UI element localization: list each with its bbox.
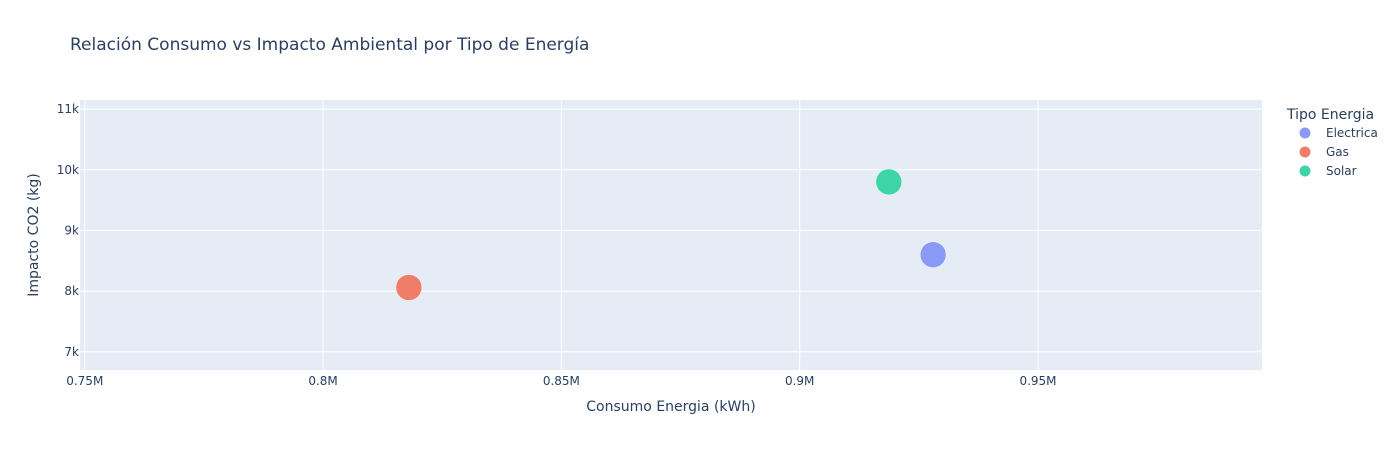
y-axis-ticks: 7k 8k 9k 10k 11k <box>57 102 79 359</box>
data-point-electrica[interactable] <box>919 241 947 268</box>
legend-marker-solar <box>1299 165 1311 177</box>
data-point-solar[interactable] <box>875 168 903 196</box>
x-tick-label: 0.9M <box>785 374 814 388</box>
legend-label-gas: Gas <box>1326 145 1349 159</box>
chart-title: Relación Consumo vs Impacto Ambiental po… <box>70 35 589 55</box>
x-tick-label: 0.75M <box>66 374 103 388</box>
data-points[interactable] <box>395 168 947 301</box>
x-tick-label: 0.85M <box>543 374 580 388</box>
legend-label-electrica: Electrica <box>1326 126 1378 140</box>
gridlines <box>80 100 1262 370</box>
y-tick-label: 7k <box>64 345 79 359</box>
legend-marker-gas <box>1299 146 1311 158</box>
y-tick-label: 10k <box>57 163 79 177</box>
y-tick-label: 9k <box>64 223 79 237</box>
legend-title: Tipo Energia <box>1286 107 1374 123</box>
x-tick-label: 0.8M <box>308 374 337 388</box>
y-tick-label: 8k <box>64 284 79 298</box>
plot-area <box>80 100 1262 370</box>
legend-marker-electrica <box>1299 127 1311 139</box>
x-axis-title: Consumo Energia (kWh) <box>586 399 755 415</box>
y-axis-title: Impacto CO2 (kg) <box>26 173 42 297</box>
legend-label-solar: Solar <box>1326 164 1357 178</box>
legend: Tipo Energia Electrica Gas Solar <box>1286 107 1378 178</box>
x-axis-ticks: 0.75M 0.8M 0.85M 0.9M 0.95M <box>66 374 1056 388</box>
x-tick-label: 0.95M <box>1019 374 1056 388</box>
data-point-gas[interactable] <box>395 274 423 301</box>
y-tick-label: 11k <box>57 102 79 116</box>
